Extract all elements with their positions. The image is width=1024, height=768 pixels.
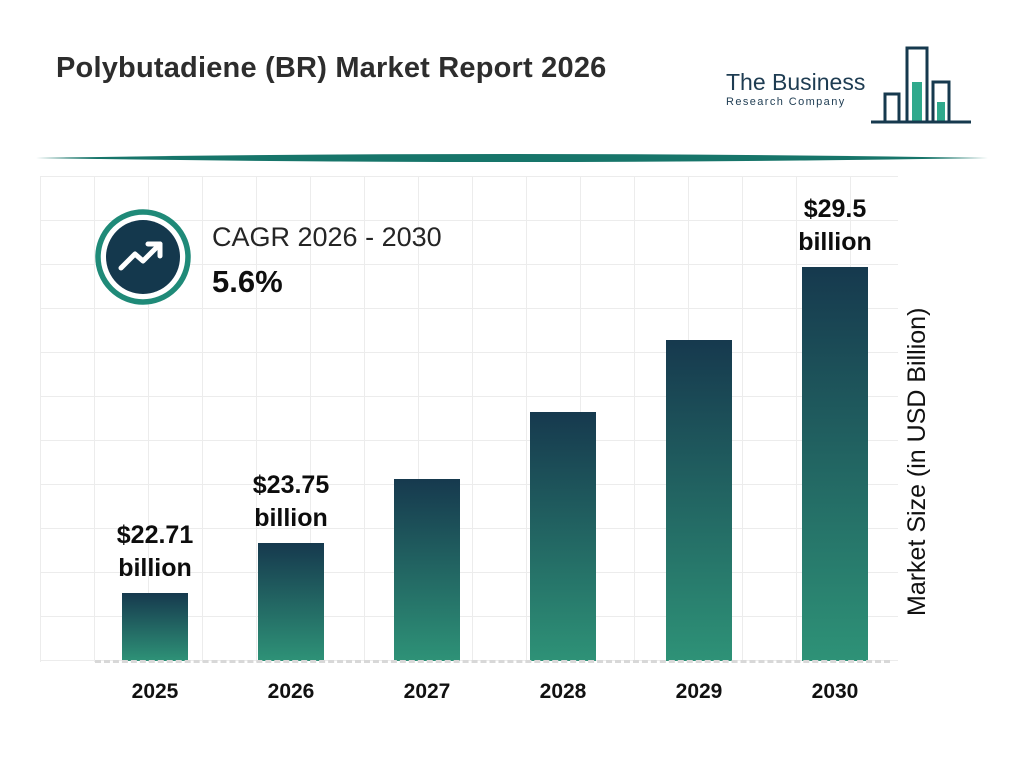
- bar-columns: $22.71 billion $23.75 billion $29.5 billion: [100, 180, 890, 661]
- x-label-2025: 2025: [131, 680, 179, 703]
- x-label-2026: 2026: [267, 680, 315, 703]
- bar-column-2029: [644, 340, 754, 661]
- cagr-period-label: CAGR 2026 - 2030: [212, 222, 442, 252]
- bar-column-2025: $22.71 billion: [100, 519, 210, 661]
- logo-line1: The Business: [726, 69, 866, 95]
- bar-column-2026: $23.75 billion: [236, 469, 346, 661]
- bar-2028: [530, 412, 596, 661]
- logo-text: The Business Research Company: [726, 44, 865, 108]
- bar-2027: [394, 479, 460, 661]
- bar-2025: [122, 593, 188, 661]
- bar-value-label-2025: $22.71 billion: [116, 521, 194, 582]
- bar-2026: [258, 543, 324, 661]
- x-label-2028: 2028: [539, 680, 587, 703]
- cagr-value: 5.6%: [212, 264, 283, 299]
- bar-value-label-2026: $23.75 billion: [252, 471, 330, 532]
- logo-bars-icon: [871, 46, 972, 124]
- divider-ornament: [36, 154, 988, 162]
- x-label-2029: 2029: [675, 680, 723, 703]
- bar-2029: [666, 340, 732, 661]
- bar-2030: [802, 267, 868, 661]
- company-logo: The Business Research Company: [726, 44, 976, 128]
- page-title: Polybutadiene (BR) Market Report 2026: [56, 52, 607, 84]
- bar-column-2027: [372, 479, 482, 661]
- cagr-trend-icon: [95, 209, 191, 305]
- x-axis-labels: 2025 2026 2027 2028 2029 2030: [100, 680, 890, 704]
- x-axis-baseline: [95, 660, 890, 663]
- x-label-2027: 2027: [403, 680, 451, 703]
- bar-value-label-2030: $29.5 billion: [798, 195, 872, 256]
- bar-column-2028: [508, 412, 618, 661]
- bar-column-2030: $29.5 billion: [780, 193, 890, 661]
- logo-line2: Research Company: [726, 96, 846, 109]
- y-axis-label: Market Size (in USD Billion): [903, 307, 931, 617]
- x-label-2030: 2030: [811, 680, 859, 703]
